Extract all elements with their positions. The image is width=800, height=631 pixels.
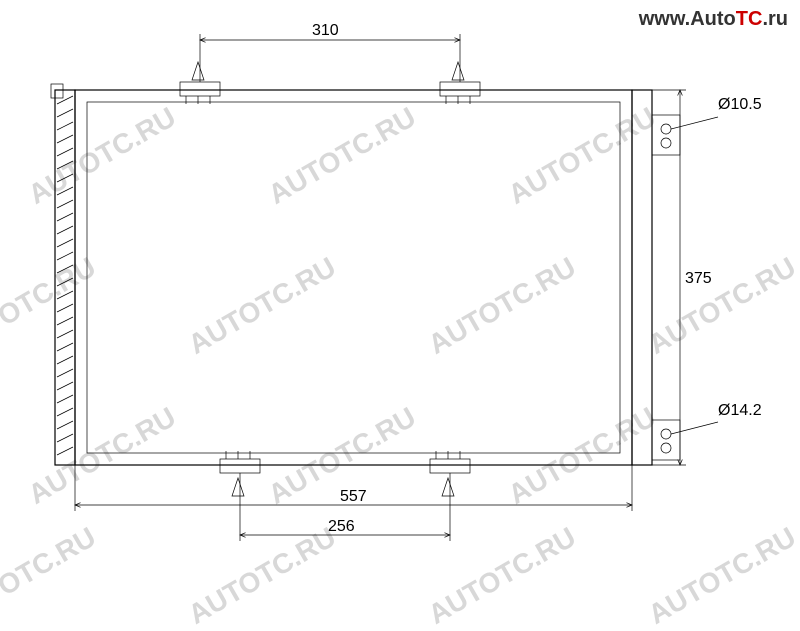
technical-drawing: [0, 0, 800, 600]
dim-height: 375: [685, 270, 712, 288]
dim-hole-bot: Ø14.2: [718, 402, 762, 420]
logo-prefix: www.: [639, 8, 690, 30]
dim-full: 557: [340, 488, 367, 506]
dim-top: 310: [312, 22, 339, 40]
dim-inner: 256: [328, 518, 355, 536]
logo-main: Auto: [690, 8, 736, 30]
logo-highlight: TC: [736, 8, 763, 30]
dim-hole-top: Ø10.5: [718, 96, 762, 114]
site-logo: www.AutoTC.ru: [639, 8, 788, 31]
logo-suffix: .ru: [762, 8, 788, 30]
